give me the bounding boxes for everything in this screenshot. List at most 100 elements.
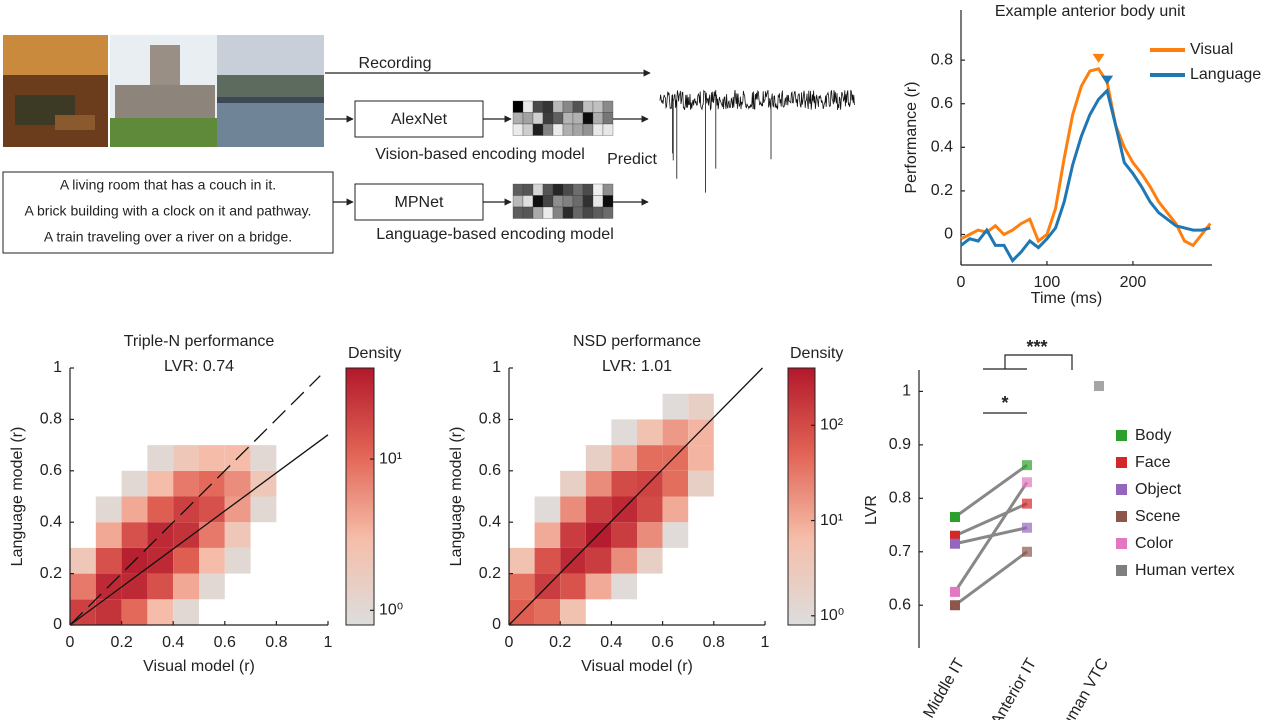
feature-cell: [562, 123, 574, 136]
dot: [950, 530, 960, 541]
colorbar: [345, 367, 375, 626]
predict-label: Predict: [607, 151, 657, 168]
density-cell: [611, 573, 637, 600]
feature-cell: [522, 195, 534, 208]
feature-cell: [572, 112, 584, 125]
density-cell: [662, 419, 689, 446]
density-cell: [95, 522, 122, 548]
density-cell: [121, 522, 148, 548]
caption-box: [2, 171, 334, 254]
feature-cell: [602, 183, 614, 196]
density-cell: [199, 496, 225, 523]
feature-cell: [572, 195, 584, 208]
legend-label: Human vertex: [1135, 562, 1235, 579]
dot: [1022, 460, 1032, 471]
dot: [1022, 498, 1032, 509]
density-cell: [611, 496, 637, 523]
connector: [953, 481, 1029, 593]
y-tick-label: 0.2: [479, 565, 501, 582]
model-caption: Vision-based encoding model: [375, 146, 585, 163]
feature-cell: [572, 183, 584, 196]
feature-cell: [592, 112, 604, 125]
chart-title: Triple-N performance: [124, 333, 275, 350]
density-cell: [121, 599, 148, 625]
feature-cell: [602, 206, 614, 219]
density-cell: [534, 496, 561, 523]
colorbar-tick-label: 10⁰: [379, 602, 403, 619]
connector: [954, 550, 1028, 607]
y-tick-label: 0.6: [931, 95, 953, 112]
feature-cell: [522, 112, 534, 125]
dot: [1022, 477, 1032, 488]
density-cell: [199, 573, 225, 600]
feature-cell: [582, 123, 594, 136]
feature-cell: [542, 100, 554, 113]
density-cell: [611, 419, 637, 446]
y-tick-label: 1: [492, 359, 501, 376]
density-cell: [662, 522, 689, 548]
legend-label: Language: [1190, 66, 1261, 83]
legend-swatch: [1116, 565, 1127, 576]
dot: [1094, 381, 1104, 392]
density-cell: [224, 522, 251, 548]
dot: [950, 538, 960, 549]
feature-cell: [532, 195, 544, 208]
feature-cell: [512, 123, 524, 136]
feature-cell: [512, 183, 524, 196]
feature-cell: [512, 206, 524, 219]
feature-cell: [542, 123, 554, 136]
feature-cell: [522, 206, 534, 219]
feature-cell: [552, 206, 564, 219]
feature-cell: [552, 123, 564, 136]
density-cell: [509, 547, 535, 574]
y-tick-label: 0.6: [40, 462, 62, 479]
density-cell: [199, 445, 225, 471]
feature-map: [512, 100, 614, 136]
feature-cell: [562, 195, 574, 208]
legend-label: Object: [1135, 481, 1182, 498]
stimulus-images: [3, 35, 324, 147]
feature-cell: [572, 100, 584, 113]
density-cell: [585, 496, 612, 523]
density-cell: [688, 470, 714, 497]
feature-cell: [532, 112, 544, 125]
density-cell: [147, 445, 174, 471]
connector: [954, 502, 1028, 538]
reference-line: [69, 434, 329, 626]
y-tick-label: 0.8: [40, 411, 62, 428]
y-axis-label: Performance (r): [903, 81, 920, 193]
model-box: [354, 183, 484, 221]
y-tick-label: 0.4: [479, 513, 501, 530]
feature-cell: [542, 112, 554, 125]
density-cell: [509, 573, 535, 600]
density-cell: [611, 470, 637, 497]
chart-title: NSD performance: [573, 333, 701, 350]
colorbar-label: Density: [348, 345, 401, 362]
connector: [954, 463, 1028, 519]
density-cell: [95, 547, 122, 574]
density-cell: [121, 496, 148, 523]
density-cell: [250, 470, 277, 497]
x-axis-label: Visual model (r): [143, 658, 255, 675]
feature-cell: [582, 100, 594, 113]
feature-cell: [592, 183, 604, 196]
density-cell: [224, 496, 251, 523]
peak-marker: [1101, 75, 1114, 85]
chart-subtitle: LVR: 0.74: [164, 358, 234, 375]
significance-label: *: [1001, 393, 1008, 413]
feature-cell: [592, 206, 604, 219]
legend-label: Visual: [1190, 41, 1233, 58]
density-cell: [250, 445, 277, 471]
density-cell: [637, 419, 663, 446]
colorbar-tick-label: 10¹: [379, 450, 402, 467]
feature-cell: [552, 100, 564, 113]
density-cell: [688, 419, 714, 446]
feature-cell: [542, 195, 554, 208]
x-tick-label: 0.8: [265, 634, 287, 651]
density-cell: [637, 547, 663, 574]
y-tick-label: 0.2: [931, 182, 953, 199]
density-cell: [560, 599, 586, 625]
density-cell: [121, 470, 148, 497]
legend-swatch: [1116, 484, 1127, 495]
